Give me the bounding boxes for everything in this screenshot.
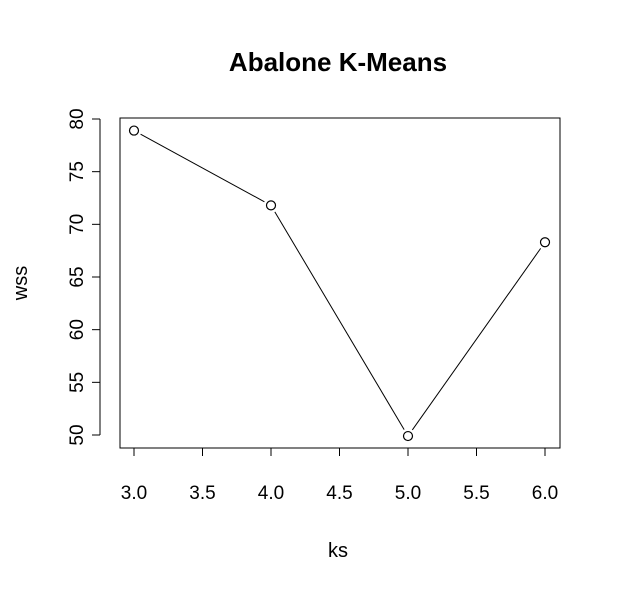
chart-title: Abalone K-Means (229, 47, 447, 77)
y-tick-label: 80 (67, 108, 88, 129)
x-axis-label: ks (328, 540, 348, 562)
y-tick-label: 75 (67, 161, 88, 182)
x-axis: 3.0 3.5 4.0 4.5 5.0 5.5 6.0 (121, 447, 558, 504)
data-point (539, 237, 551, 248)
y-tick-label: 50 (67, 424, 88, 445)
x-tick-label: 3.0 (121, 483, 147, 504)
series-layer (128, 125, 551, 442)
y-tick-label: 55 (67, 372, 88, 393)
y-tick-label: 65 (67, 266, 88, 287)
x-tick-label: 5.5 (463, 483, 489, 504)
plot-frame (119, 117, 561, 449)
data-point (402, 430, 414, 442)
x-tick-label: 3.5 (189, 483, 215, 504)
x-tick-label: 4.0 (258, 483, 284, 504)
y-tick-label: 60 (67, 319, 88, 340)
data-point (265, 200, 277, 211)
y-axis: 50 55 60 65 70 75 80 (67, 108, 101, 446)
x-tick-label: 5.0 (395, 483, 421, 504)
x-tick-label: 6.0 (532, 483, 558, 504)
x-tick-label: 4.5 (326, 483, 352, 504)
y-tick-label: 70 (67, 214, 88, 235)
series-line-segment (411, 248, 542, 431)
series-line-segment (274, 211, 405, 430)
series-line-segment (140, 133, 265, 203)
y-axis-label: wss (10, 266, 32, 301)
data-point (128, 125, 140, 136)
